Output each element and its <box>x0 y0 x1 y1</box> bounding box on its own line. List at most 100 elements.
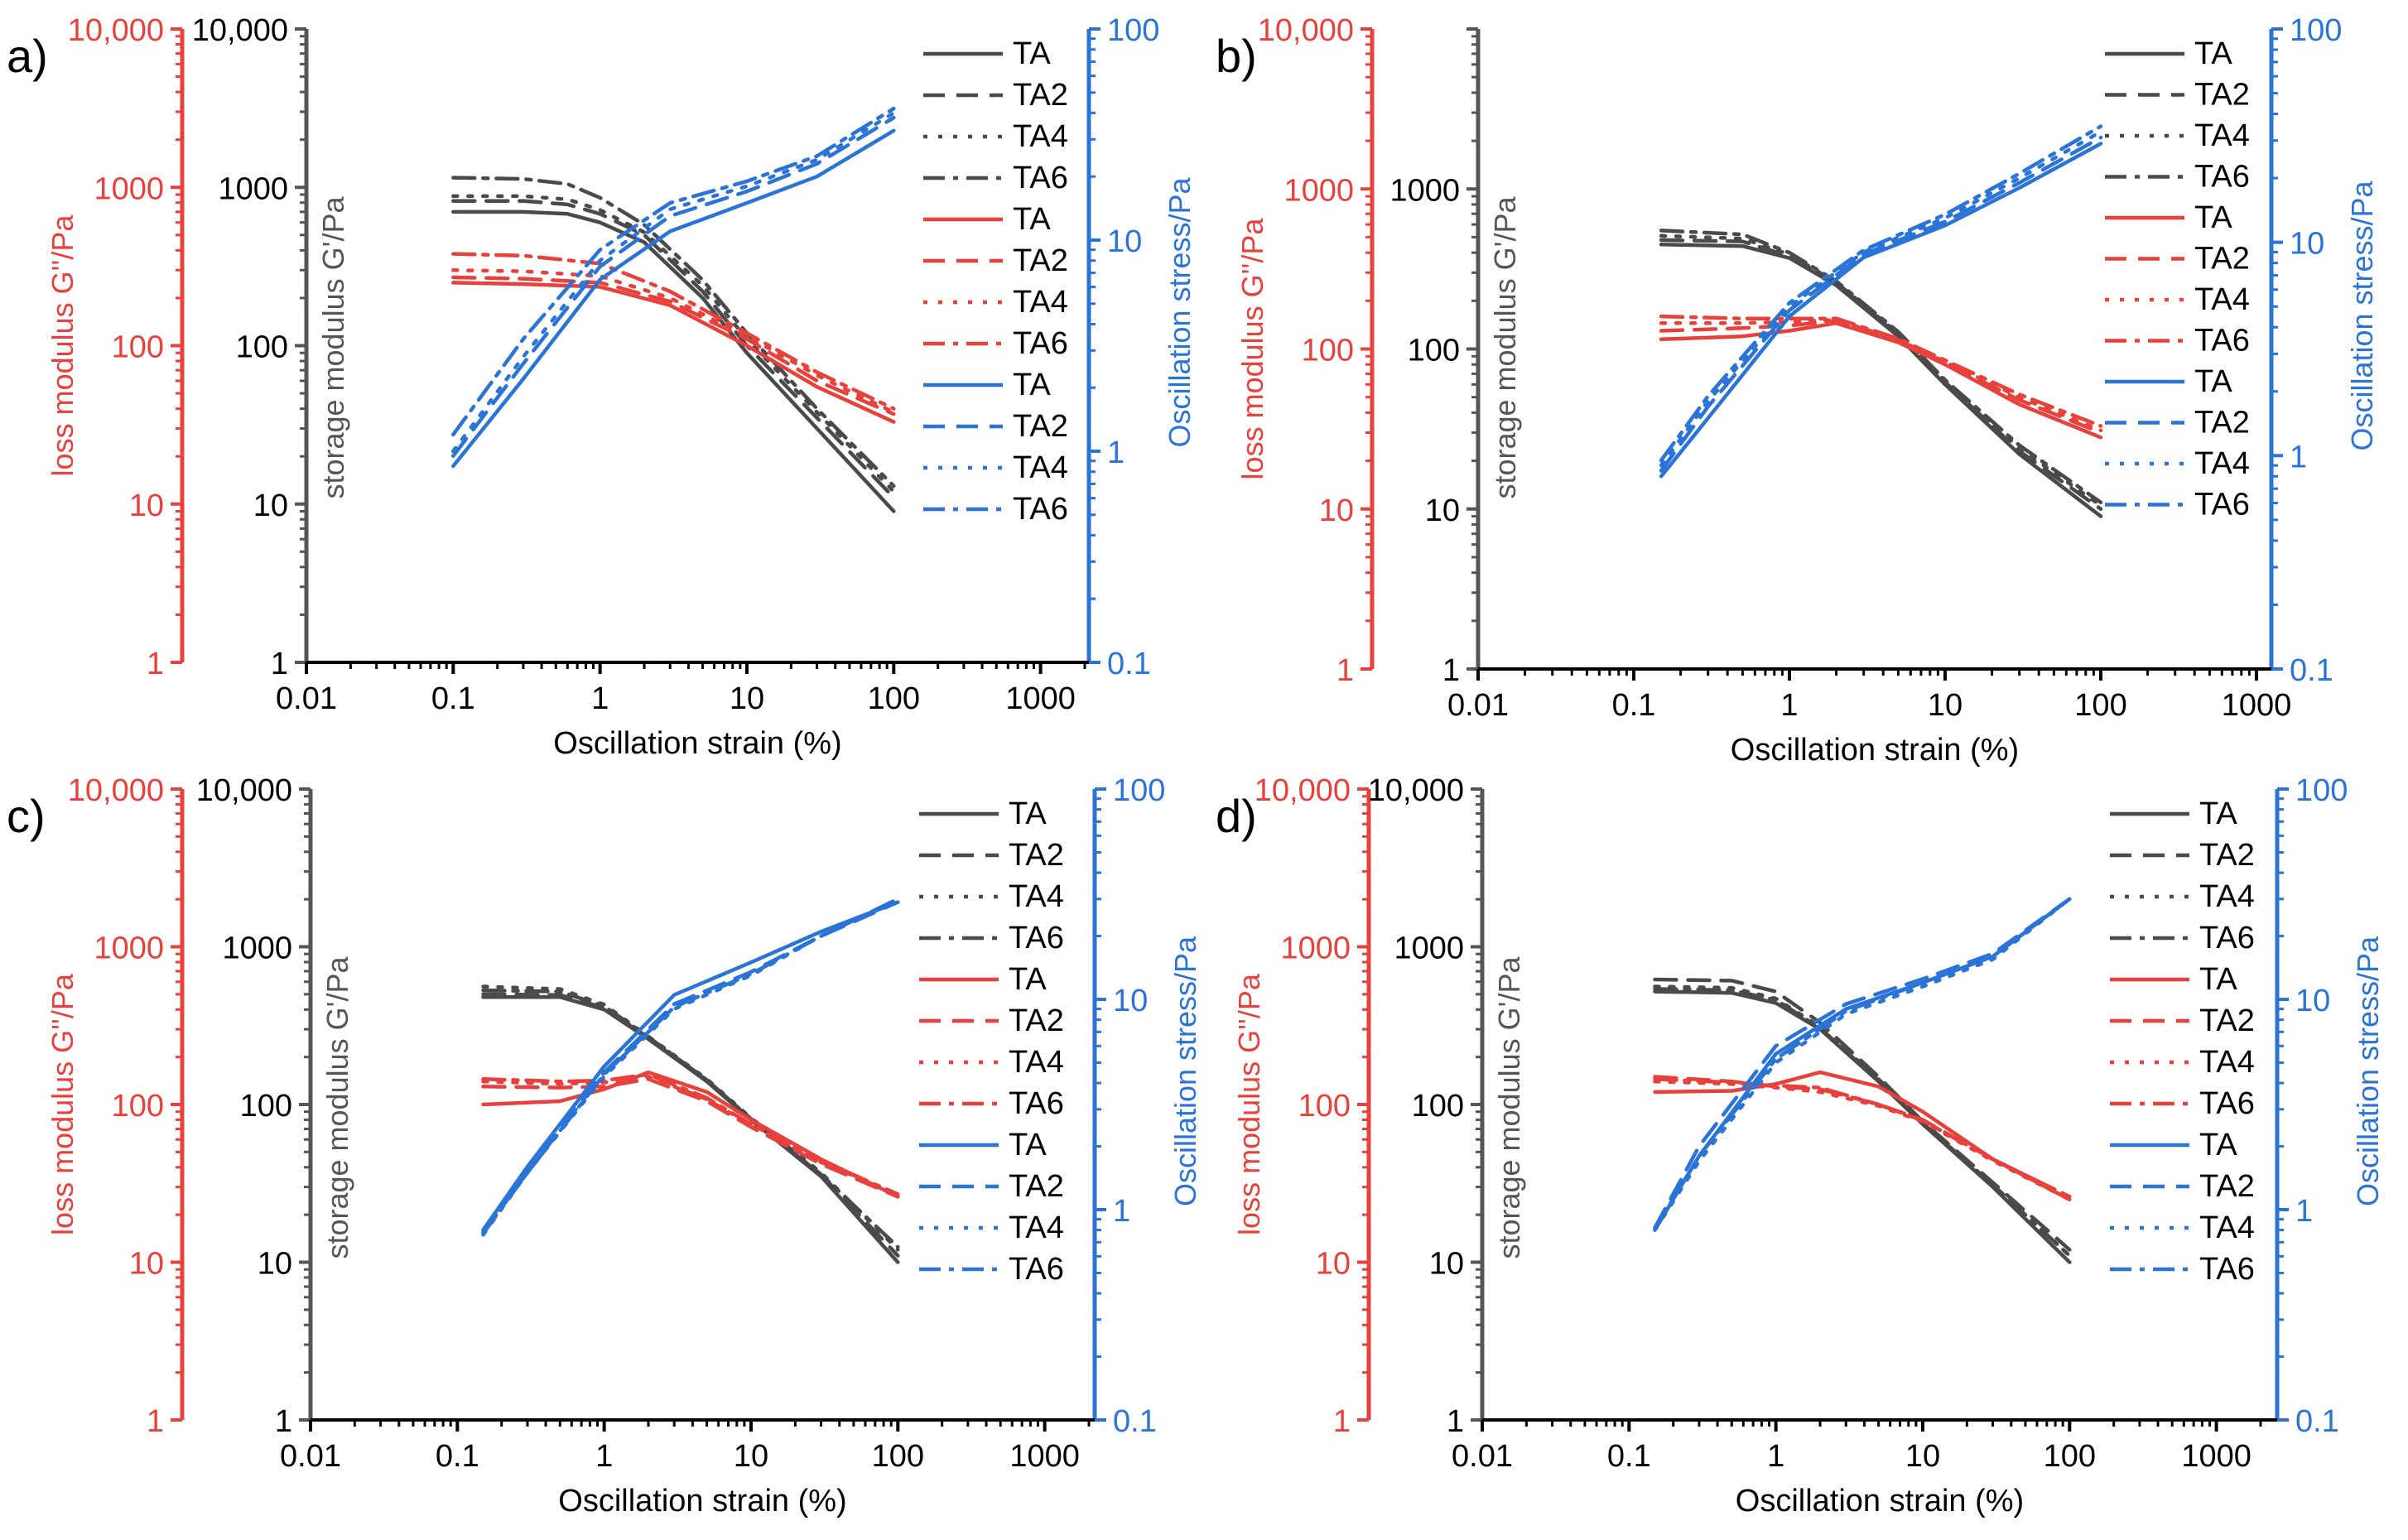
loss-tick-label: 10 <box>129 488 164 523</box>
storage-tick-label: 10 <box>258 1247 292 1282</box>
legend-label: TA <box>2194 36 2232 71</box>
legend-label: TA2 <box>1013 409 1068 444</box>
stress-tick-label: 1 <box>2290 440 2307 474</box>
stress-tick-label: 0.1 <box>2290 653 2333 688</box>
legend-label: TA2 <box>2194 78 2250 113</box>
loss-tick-label: 100 <box>1302 334 1354 368</box>
loss-axis-title: loss modulus G''/Pa <box>46 973 79 1235</box>
legend-label: TA2 <box>1009 1003 1064 1038</box>
loss-tick-label: 10,000 <box>68 773 164 808</box>
series-stress-ta2 <box>451 115 896 458</box>
x-tick-label: 0.01 <box>1452 1439 1513 1474</box>
series-stress-ta2 <box>1653 897 2072 1230</box>
legend-label: TA <box>2194 200 2232 235</box>
loss-tick-label: 10,000 <box>68 13 164 48</box>
legend-label: TA4 <box>1013 119 1068 154</box>
legend-label: TA2 <box>1009 838 1064 873</box>
series-loss-ta4 <box>451 268 896 415</box>
x-tick-label: 1 <box>1780 688 1798 723</box>
legend-label: TA <box>2199 1128 2237 1162</box>
stress-tick-label: 1 <box>2295 1194 2313 1229</box>
stress-axis-title: Oscillation stress/Pa <box>1163 176 1197 447</box>
legend-label: TA6 <box>2194 488 2250 522</box>
stress-tick-label: 10 <box>2295 984 2330 1018</box>
x-tick-label: 10 <box>730 681 764 716</box>
x-tick-label: 1 <box>1767 1439 1784 1474</box>
loss-tick-label: 1000 <box>1280 931 1351 966</box>
x-tick-label: 1000 <box>1005 681 1076 716</box>
series-loss-ta2 <box>451 275 896 416</box>
x-axis-title: Oscillation strain (%) <box>1736 1484 2024 1518</box>
loss-tick-label: 1000 <box>94 931 164 966</box>
storage-axis-title: storage modulus G'/Pa <box>316 195 350 498</box>
x-tick-label: 1000 <box>2181 1439 2251 1474</box>
legend-label: TA6 <box>2194 160 2250 195</box>
series-storage-ta2 <box>1653 977 2072 1252</box>
legend-label: TA6 <box>1013 326 1068 361</box>
stress-tick-label: 1 <box>1113 1194 1130 1229</box>
x-tick-label: 1 <box>595 1439 613 1474</box>
x-tick-label: 100 <box>2044 1439 2096 1474</box>
stress-tick-label: 0.1 <box>1107 647 1151 681</box>
loss-tick-label: 1 <box>147 647 164 681</box>
series-storage-ta2 <box>1659 238 2103 512</box>
storage-tick-label: 1000 <box>1394 931 1464 966</box>
series-stress-ta4 <box>1659 129 2103 468</box>
x-tick-label: 0.1 <box>436 1439 479 1474</box>
stress-tick-label: 10 <box>1107 224 1142 259</box>
series-stress-ta <box>1659 142 2103 479</box>
x-tick-label: 0.1 <box>431 681 475 716</box>
stress-tick-label: 0.1 <box>2295 1404 2339 1439</box>
x-tick-label: 10 <box>1905 1439 1940 1474</box>
series-loss-ta6 <box>1659 314 2103 428</box>
loss-axis-title: loss modulus G''/Pa <box>1235 218 1269 480</box>
legend-label: TA4 <box>2194 282 2250 317</box>
x-tick-label: 100 <box>868 681 920 716</box>
legend-label: TA2 <box>2199 838 2255 873</box>
series-storage-ta2 <box>481 992 900 1258</box>
loss-tick-label: 10 <box>1316 1247 1351 1282</box>
x-tick-label: 0.01 <box>280 1439 341 1474</box>
legend-label: TA2 <box>1013 78 1068 113</box>
legend-label: TA6 <box>2194 324 2250 359</box>
series-storage-ta2 <box>451 199 896 500</box>
storage-axis-title: storage modulus G'/Pa <box>1492 955 1526 1258</box>
series-storage-ta4 <box>481 984 900 1252</box>
legend-label: TA6 <box>1009 921 1064 955</box>
loss-tick-label: 1 <box>1336 653 1354 688</box>
series-stress-ta <box>481 900 900 1232</box>
loss-tick-label: 10,000 <box>1258 13 1354 48</box>
stress-tick-label: 100 <box>1113 773 1165 808</box>
series-stress-ta4 <box>1653 897 2072 1232</box>
legend-label: TA4 <box>1009 879 1064 914</box>
series-loss-ta4 <box>1653 1079 2072 1201</box>
series-stress-ta6 <box>1653 897 2072 1231</box>
series-storage-ta4 <box>451 194 896 493</box>
series-loss-ta <box>451 281 896 424</box>
storage-tick-label: 1 <box>275 1404 292 1439</box>
series-storage-ta6 <box>1653 987 2072 1258</box>
x-tick-label: 0.1 <box>1612 688 1656 723</box>
stress-tick-label: 1 <box>1107 436 1125 470</box>
x-tick-label: 1 <box>591 681 609 716</box>
series-stress-ta4 <box>451 111 896 454</box>
panel-label: a) <box>7 30 48 82</box>
storage-tick-label: 100 <box>1412 1089 1464 1124</box>
stress-tick-label: 100 <box>2295 773 2348 808</box>
series-stress-ta6 <box>481 897 900 1236</box>
x-tick-label: 100 <box>872 1439 924 1474</box>
storage-tick-label: 10 <box>1429 1247 1464 1282</box>
stress-tick-label: 100 <box>1107 13 1159 48</box>
storage-tick-label: 100 <box>240 1089 292 1124</box>
storage-tick-label: 100 <box>1408 334 1460 368</box>
loss-tick-label: 100 <box>112 1089 164 1124</box>
series-stress-ta2 <box>1659 135 2103 473</box>
stress-tick-label: 100 <box>2290 13 2342 48</box>
stress-axis-title: Oscillation stress/Pa <box>2345 180 2379 450</box>
series-storage-ta <box>451 209 896 513</box>
legend-label: TA2 <box>1009 1169 1064 1204</box>
